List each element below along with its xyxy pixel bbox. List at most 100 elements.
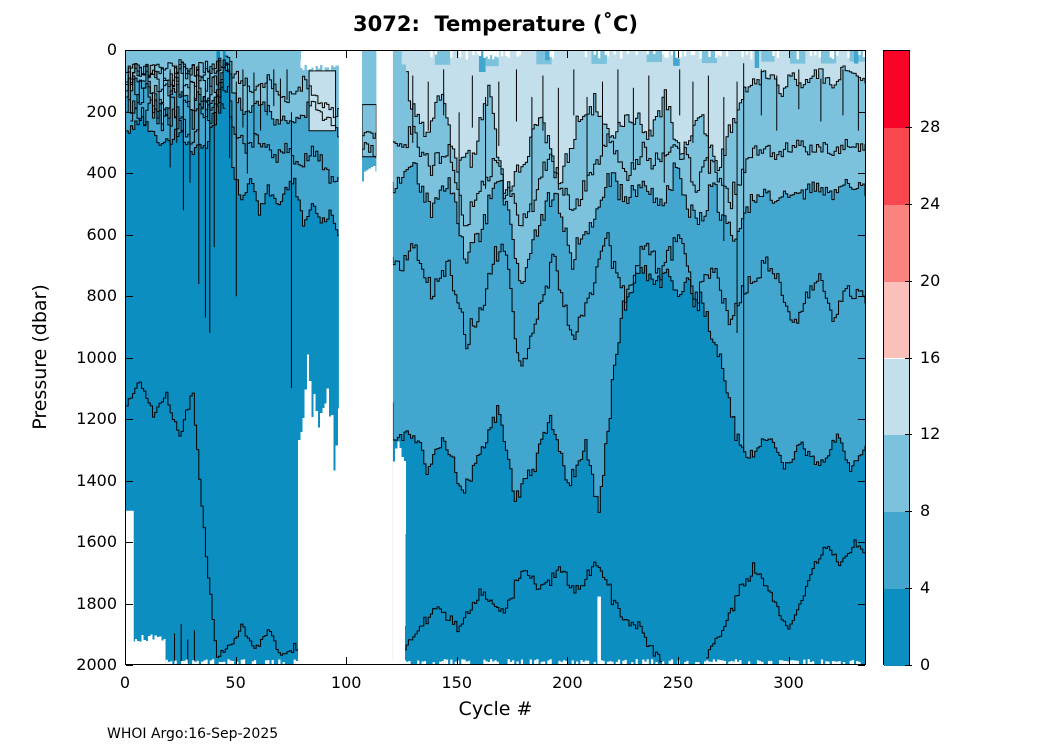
bottom-gap	[732, 661, 735, 664]
missing-data	[392, 441, 407, 664]
bottom-gap	[445, 659, 449, 664]
bottom-gap	[728, 661, 731, 664]
bottom-gap	[390, 660, 393, 664]
colorbar-segment-4-8	[884, 512, 909, 590]
top-gap	[593, 51, 596, 55]
top-gap	[745, 51, 749, 55]
bottom-gap	[858, 661, 861, 664]
top-gap	[699, 51, 702, 59]
missing-data	[300, 51, 340, 71]
bottom-gap	[767, 660, 771, 664]
x-tick-mark	[125, 51, 126, 58]
surface-stripe	[126, 51, 140, 60]
x-tick-label: 300	[773, 673, 804, 692]
bottom-gap	[251, 661, 254, 664]
bottom-gap	[183, 660, 186, 664]
bottom-gap	[717, 659, 720, 664]
colorbar-tick-label: 28	[920, 116, 941, 136]
bottom-gap	[670, 659, 674, 664]
bottom-gap	[785, 661, 788, 664]
y-tick-mark	[858, 480, 865, 482]
bottom-gap	[529, 659, 532, 664]
x-tick-mark	[677, 657, 679, 664]
bottom-gap	[320, 661, 323, 664]
y-tick-mark	[126, 665, 133, 666]
top-gap	[584, 51, 588, 58]
top-gap	[551, 51, 554, 59]
bottom-gap	[467, 660, 471, 664]
surface-stripe	[478, 51, 486, 73]
missing-data	[362, 166, 378, 664]
surface-stripe	[421, 51, 435, 64]
top-gap	[818, 51, 821, 58]
top-gap	[598, 51, 601, 59]
y-tick-label: 1200	[76, 409, 117, 428]
bottom-gap	[489, 659, 493, 664]
bottom-gap	[622, 660, 625, 664]
bottom-gap	[695, 662, 698, 664]
top-gap	[549, 51, 552, 57]
bottom-gap	[454, 661, 457, 664]
top-gap	[741, 51, 744, 58]
bottom-gap	[587, 660, 590, 664]
bottom-gap	[406, 661, 409, 664]
top-gap	[483, 51, 486, 58]
bottom-gap	[576, 661, 579, 664]
bottom-gap	[710, 661, 713, 664]
bottom-gap	[812, 661, 815, 664]
isotherm-line-8	[126, 71, 223, 124]
top-gap	[836, 51, 839, 56]
bottom-gap	[856, 660, 859, 664]
bottom-gap	[834, 661, 837, 664]
bottom-gap	[163, 661, 166, 664]
surface-stripe	[646, 51, 663, 63]
missing-data	[132, 634, 166, 664]
isotherm-line-6	[225, 63, 865, 366]
bottom-gap	[662, 661, 665, 664]
y-tick-mark	[858, 234, 865, 236]
bottom-gap	[487, 662, 490, 664]
bottom-gap	[759, 661, 762, 664]
colorbar-tick-mark	[905, 434, 912, 436]
x-tick-label: 150	[441, 673, 473, 692]
x-tick-mark	[788, 657, 790, 664]
bottom-gap	[344, 660, 347, 664]
top-gap	[450, 51, 453, 58]
y-tick-mark	[126, 480, 133, 482]
bottom-gap	[706, 660, 709, 664]
bottom-gap	[807, 659, 810, 664]
bottom-gap	[483, 659, 486, 664]
y-tick-mark	[126, 357, 133, 359]
colorbar-segment-0-4	[884, 589, 909, 666]
bottom-gap	[668, 660, 671, 664]
y-tick-mark	[126, 542, 133, 543]
x-tick-mark	[567, 657, 569, 664]
bottom-gap	[635, 659, 638, 664]
bottom-gap	[794, 660, 797, 664]
bottom-gap	[651, 659, 654, 664]
bottom-gap	[152, 660, 155, 664]
bottom-gap	[231, 660, 235, 664]
top-gap	[501, 51, 504, 57]
bottom-gap	[492, 661, 495, 664]
bottom-gap	[792, 660, 795, 664]
bottom-gap	[615, 661, 618, 664]
y-tick-mark	[858, 111, 865, 113]
bottom-gap	[611, 661, 614, 664]
bottom-gap	[441, 661, 444, 664]
colorbar-tick-mark	[905, 280, 912, 282]
bottom-gap	[562, 660, 565, 664]
x-tick-mark	[677, 51, 679, 58]
bottom-gap	[617, 659, 621, 664]
y-tick-label: 1800	[76, 593, 117, 613]
colorbar-tick-label: 8	[920, 501, 931, 521]
top-gap	[847, 51, 850, 58]
top-gap	[776, 51, 779, 59]
bottom-gap	[836, 661, 839, 664]
bottom-gap	[560, 661, 563, 664]
bottom-gap	[624, 659, 627, 664]
bottom-gap	[223, 661, 226, 664]
y-tick-label: 200	[86, 101, 117, 121]
bottom-gap	[536, 659, 539, 664]
top-gap	[620, 51, 623, 59]
